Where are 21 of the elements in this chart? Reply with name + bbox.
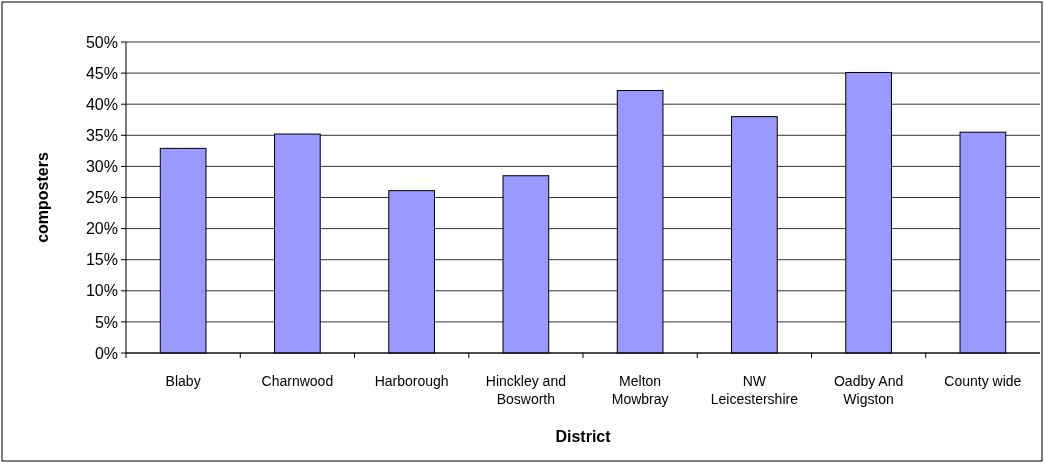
y-tick-label: 0% bbox=[94, 344, 118, 362]
y-tick-label: 10% bbox=[85, 282, 118, 300]
y-tick-label: 20% bbox=[85, 220, 118, 238]
y-tick-label: 5% bbox=[94, 313, 118, 331]
y-tick-label: 35% bbox=[85, 126, 118, 144]
x-tick-label: Harborough bbox=[374, 373, 449, 389]
y-tick-label: 15% bbox=[85, 251, 118, 269]
x-tick-label: Hinckley and Bosworth bbox=[485, 373, 566, 407]
x-axis-title: District bbox=[555, 428, 612, 445]
y-tick-label: 50% bbox=[85, 33, 118, 51]
y-tick-label: 40% bbox=[85, 95, 118, 113]
y-axis-title: composters bbox=[34, 152, 51, 243]
x-tick-label: Oadby And Wigston bbox=[833, 373, 904, 407]
y-tick-label: 45% bbox=[85, 64, 118, 82]
y-tick-label: 30% bbox=[85, 158, 118, 175]
x-tick-label: NW Leicestershire bbox=[710, 373, 799, 407]
x-tick-label: Melton Mowbray bbox=[611, 373, 669, 407]
x-tick-label: Charnwood bbox=[261, 373, 334, 389]
x-tick-label: County wide bbox=[944, 373, 1022, 389]
y-tick-label: 25% bbox=[85, 189, 118, 207]
x-tick-label: Blaby bbox=[165, 373, 201, 389]
